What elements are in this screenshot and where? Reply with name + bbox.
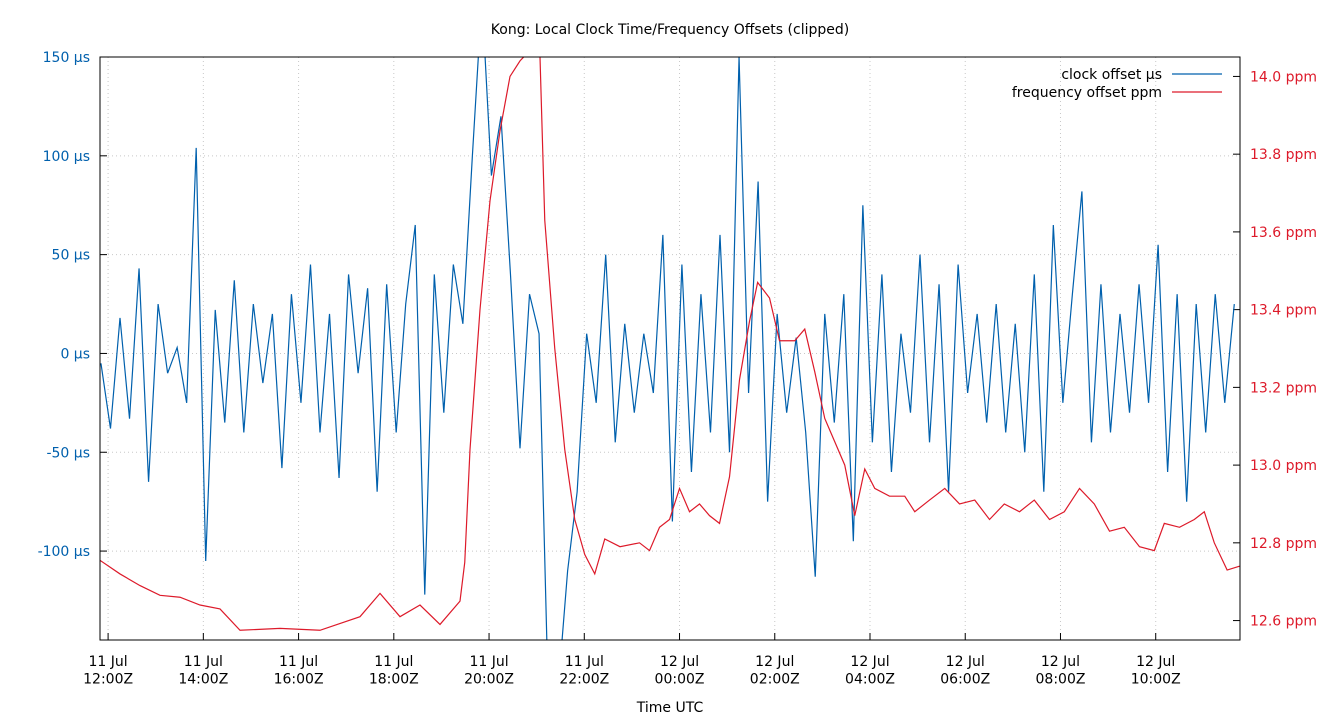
x-tick-label: 11 Jul 22:00Z [559, 654, 609, 688]
y2-tick-label: 12.8 ppm [1250, 536, 1317, 552]
legend-label: frequency offset ppm [1012, 85, 1162, 101]
y2-tick-label: 13.4 ppm [1250, 303, 1317, 319]
y-tick-label: 50 µs [52, 248, 90, 264]
x-tick-label: 12 Jul 02:00Z [750, 654, 800, 688]
x-tick-label: 12 Jul 08:00Z [1036, 654, 1086, 688]
plot-border [99, 56, 1241, 641]
y2-tick-label: 13.8 ppm [1250, 147, 1317, 163]
y2-tick-label: 13.6 ppm [1250, 225, 1317, 241]
grid [100, 56, 1240, 640]
x-tick-label: 11 Jul 20:00Z [464, 654, 514, 688]
plot-area [100, 57, 1240, 640]
chart-title: Kong: Local Clock Time/Frequency Offsets… [491, 22, 849, 38]
x-tick-label: 12 Jul 10:00Z [1131, 654, 1181, 688]
x-tick-label: 11 Jul 12:00Z [83, 654, 133, 688]
y2-tick-label: 13.2 ppm [1250, 380, 1317, 396]
y2-tick-label: 13.0 ppm [1250, 458, 1317, 474]
x-tick-label: 11 Jul 18:00Z [369, 654, 419, 688]
series-line [100, 57, 1240, 631]
legend-label: clock offset µs [1061, 67, 1162, 83]
series-line [100, 57, 1235, 640]
x-tick-label: 12 Jul 06:00Z [940, 654, 990, 688]
y2-tick-label: 14.0 ppm [1250, 69, 1317, 85]
x-axis-label: Time UTC [636, 700, 704, 716]
y-tick-label: 100 µs [43, 149, 90, 165]
y-tick-label: -50 µs [46, 445, 90, 461]
x-tick-label: 11 Jul 16:00Z [274, 654, 324, 688]
y-tick-label: -100 µs [38, 544, 90, 560]
y2-tick-label: 12.6 ppm [1250, 614, 1317, 630]
y-tick-label: 150 µs [43, 50, 90, 66]
y-tick-label: 0 µs [60, 346, 90, 362]
x-tick-label: 12 Jul 04:00Z [845, 654, 895, 688]
x-tick-label: 11 Jul 14:00Z [178, 654, 228, 688]
x-tick-label: 12 Jul 00:00Z [655, 654, 705, 688]
labels: -100 µs -50 µs 0 µs 50 µs 100 µs 150 µs 12.6 p… [38, 50, 1317, 688]
